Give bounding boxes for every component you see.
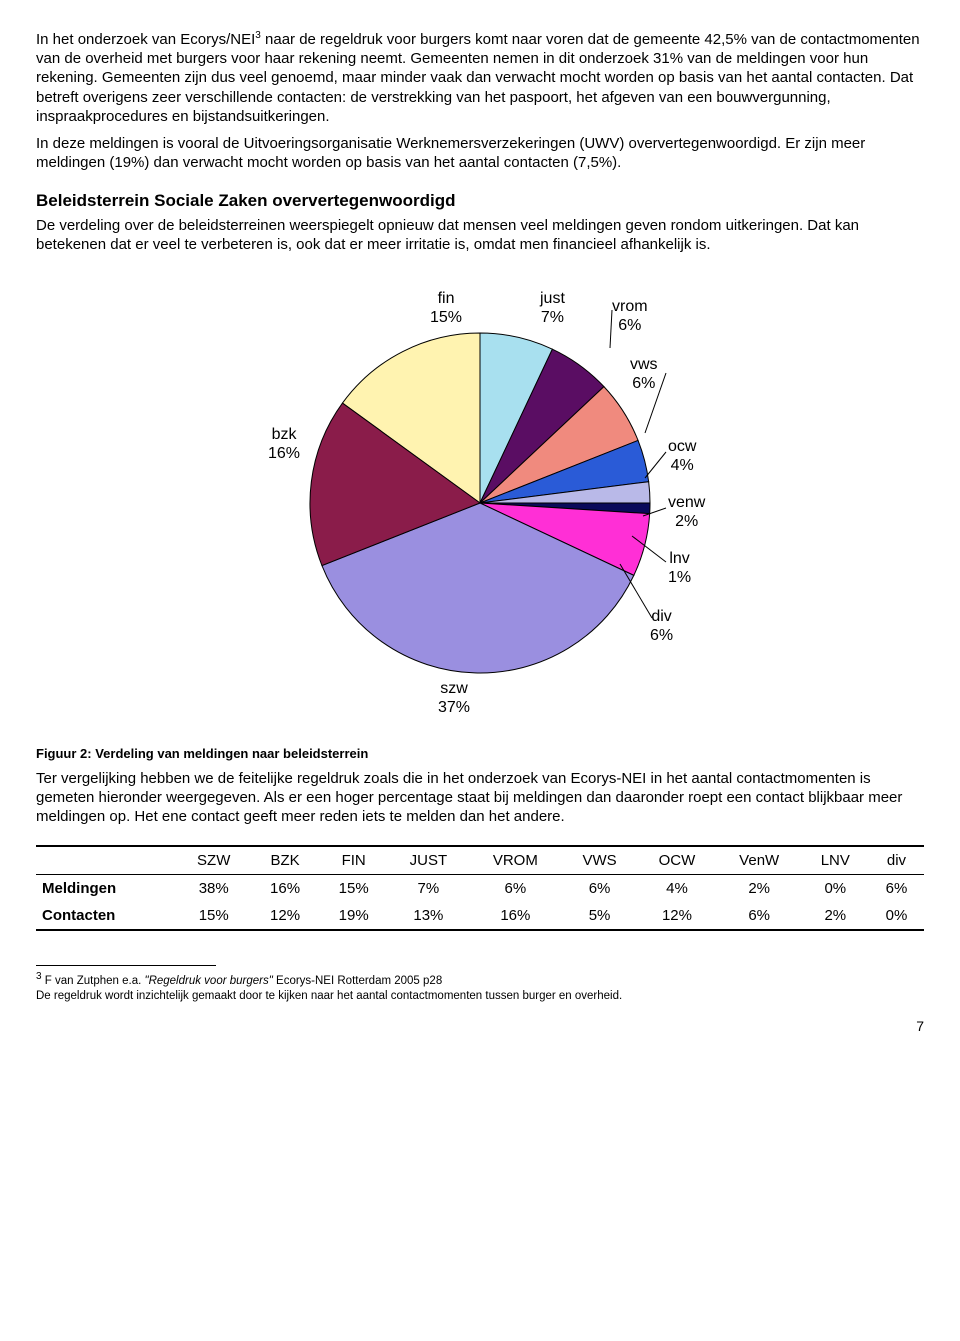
table-cell: 0%: [802, 874, 869, 902]
footnote-text: 3 F van Zutphen e.a. "Regeldruk voor bur…: [36, 970, 924, 1004]
pie-label-venw: venw2%: [668, 494, 705, 531]
table-cell: Meldingen: [36, 874, 177, 902]
table-cell: 0%: [869, 902, 924, 930]
table-cell: 16%: [251, 874, 320, 902]
table-cell: 6%: [869, 874, 924, 902]
table-header: FIN: [319, 846, 388, 875]
pie-label-bzk: bzk16%: [268, 426, 300, 463]
p1-lead: In het onderzoek van Ecorys/NEI: [36, 31, 255, 48]
footnote-separator: [36, 965, 216, 966]
pie-label-just: just7%: [540, 290, 565, 327]
section-heading: Beleidsterrein Sociale Zaken oververtege…: [36, 190, 924, 212]
table-cell: 15%: [177, 902, 251, 930]
paragraph-4: Ter vergelijking hebben we de feitelijke…: [36, 769, 924, 827]
table-header: OCW: [637, 846, 716, 875]
pie-label-fin: fin15%: [430, 290, 462, 327]
table-header: JUST: [388, 846, 469, 875]
table-cell: 13%: [388, 902, 469, 930]
table-cell: 12%: [637, 902, 716, 930]
table-cell: 16%: [469, 902, 562, 930]
table-cell: 2%: [717, 874, 802, 902]
table-cell: 6%: [562, 874, 637, 902]
paragraph-2: In deze meldingen is vooral de Uitvoerin…: [36, 134, 924, 172]
table-row: Meldingen38%16%15%7%6%6%4%2%0%6%: [36, 874, 924, 902]
pie-label-lnv: lnv1%: [668, 550, 691, 587]
pie-label-ocw: ocw4%: [668, 438, 696, 475]
table-cell: 7%: [388, 874, 469, 902]
table-header: div: [869, 846, 924, 875]
pie-label-vrom: vrom6%: [612, 298, 648, 335]
table-row: Contacten15%12%19%13%16%5%12%6%2%0%: [36, 902, 924, 930]
table-cell: Contacten: [36, 902, 177, 930]
paragraph-1: In het onderzoek van Ecorys/NEI3 naar de…: [36, 30, 924, 172]
table-cell: 6%: [469, 874, 562, 902]
table-header: VROM: [469, 846, 562, 875]
pie-label-szw: szw37%: [438, 680, 470, 717]
table-header: BZK: [251, 846, 320, 875]
table-cell: 4%: [637, 874, 716, 902]
table-header: [36, 846, 177, 875]
table-cell: 12%: [251, 902, 320, 930]
pie-label-vws: vws6%: [630, 356, 658, 393]
table-header: SZW: [177, 846, 251, 875]
figure-caption: Figuur 2: Verdeling van meldingen naar b…: [36, 746, 924, 763]
paragraph-3: De verdeling over de beleidsterreinen we…: [36, 216, 924, 254]
table-header: VenW: [717, 846, 802, 875]
pie-label-div: div6%: [650, 608, 673, 645]
table-cell: 5%: [562, 902, 637, 930]
table-header: LNV: [802, 846, 869, 875]
table-cell: 19%: [319, 902, 388, 930]
table-cell: 2%: [802, 902, 869, 930]
table-cell: 15%: [319, 874, 388, 902]
table-cell: 38%: [177, 874, 251, 902]
table-header: VWS: [562, 846, 637, 875]
pie-chart: fin15% just7% vrom6% vws6% ocw4% venw2% lnv1% d…: [220, 288, 740, 718]
table-cell: 6%: [717, 902, 802, 930]
comparison-table: SZWBZKFINJUSTVROMVWSOCWVenWLNVdiv Meldin…: [36, 845, 924, 932]
page-number: 7: [36, 1018, 924, 1036]
